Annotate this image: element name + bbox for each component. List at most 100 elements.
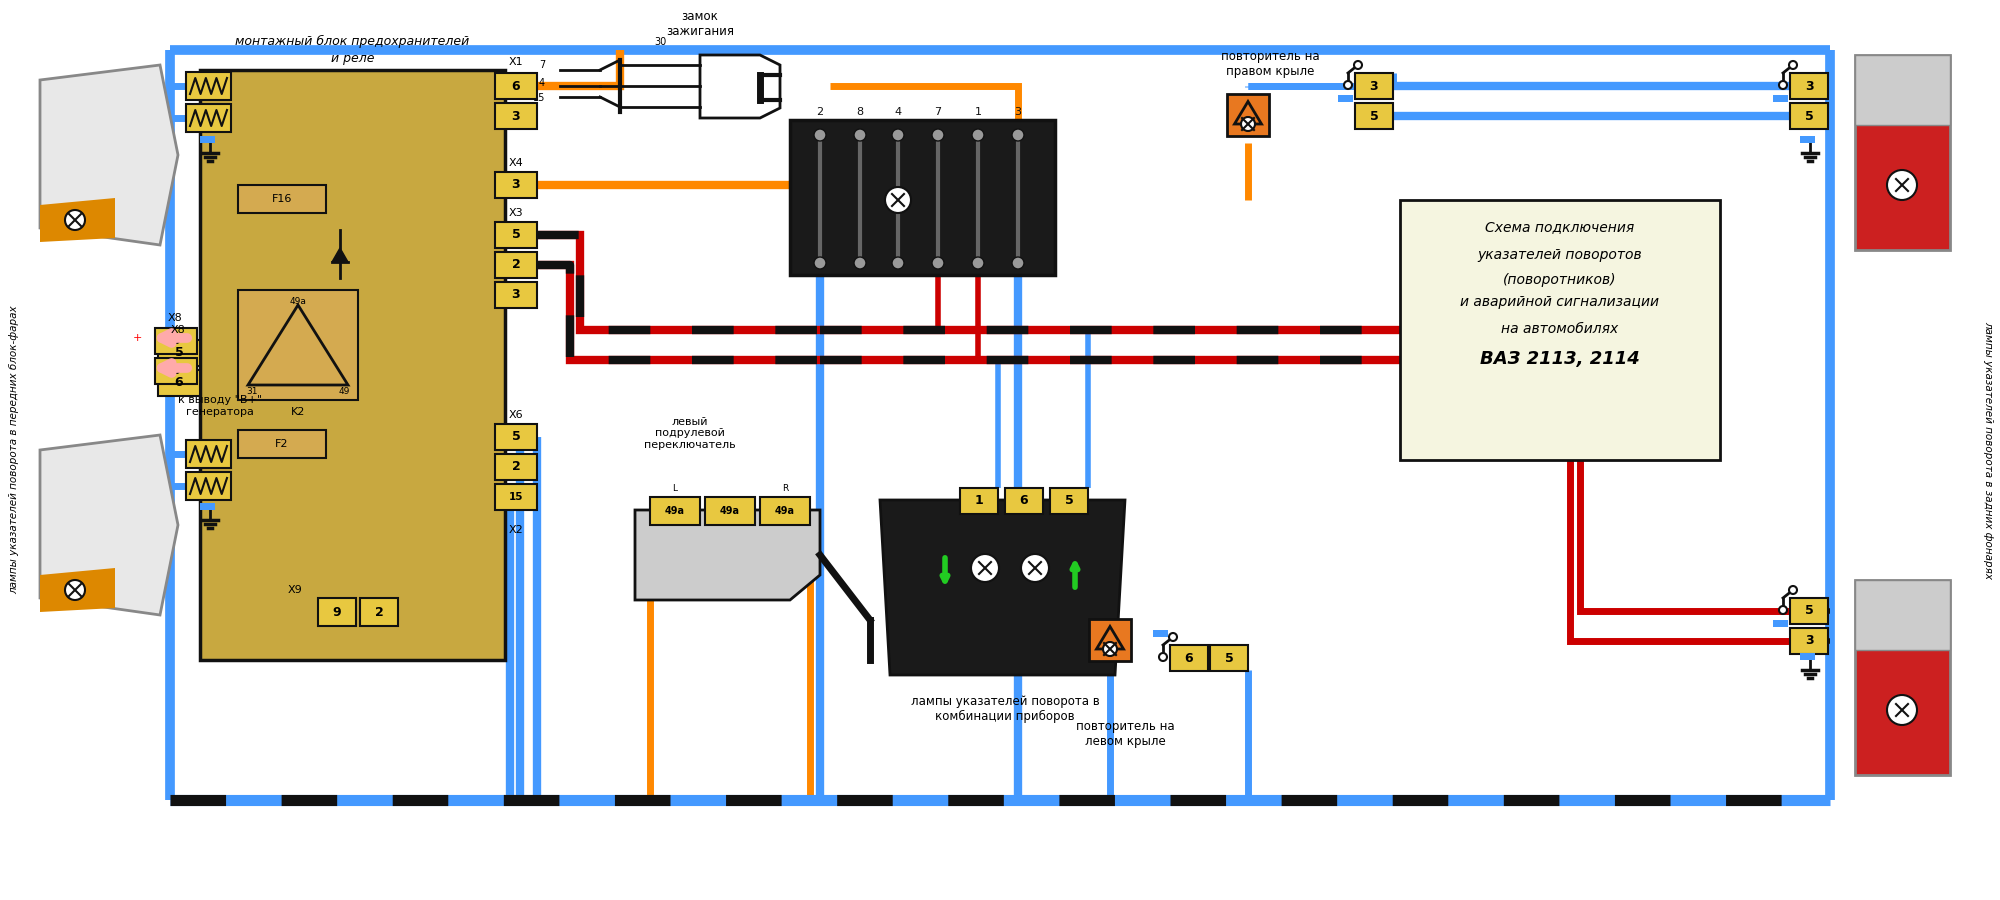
Circle shape bbox=[892, 257, 904, 269]
Circle shape bbox=[1104, 642, 1116, 656]
Bar bbox=[1790, 598, 1828, 624]
Bar bbox=[200, 503, 216, 510]
Circle shape bbox=[1888, 170, 1916, 200]
Text: X2: X2 bbox=[508, 525, 524, 535]
Bar bbox=[158, 370, 200, 396]
Bar bbox=[960, 488, 998, 514]
Bar bbox=[1774, 95, 1788, 102]
Text: 7: 7 bbox=[934, 107, 942, 117]
Bar bbox=[1170, 645, 1208, 671]
Bar bbox=[1152, 630, 1168, 637]
Text: 5: 5 bbox=[1224, 652, 1234, 664]
Text: Схема подключения: Схема подключения bbox=[1486, 220, 1634, 234]
Text: и аварийной сигнализации: и аварийной сигнализации bbox=[1460, 295, 1660, 309]
Bar bbox=[1006, 488, 1044, 514]
Bar bbox=[238, 290, 358, 400]
Bar bbox=[1856, 55, 1950, 125]
Bar bbox=[496, 73, 536, 99]
Text: (поворотников): (поворотников) bbox=[1504, 273, 1616, 287]
Text: 4: 4 bbox=[538, 78, 544, 88]
Circle shape bbox=[854, 257, 866, 269]
Circle shape bbox=[854, 129, 866, 141]
Text: 31: 31 bbox=[246, 388, 258, 397]
Bar bbox=[156, 328, 196, 354]
Circle shape bbox=[892, 129, 904, 141]
Bar bbox=[496, 484, 536, 510]
Bar bbox=[1088, 619, 1132, 661]
Text: +: + bbox=[132, 333, 142, 343]
Bar bbox=[200, 70, 504, 660]
Circle shape bbox=[1888, 695, 1916, 725]
Polygon shape bbox=[40, 568, 116, 612]
Text: 5: 5 bbox=[174, 346, 184, 359]
Bar bbox=[496, 252, 536, 278]
Circle shape bbox=[1022, 554, 1048, 582]
Bar bbox=[186, 104, 232, 132]
Circle shape bbox=[64, 580, 84, 600]
Text: 30: 30 bbox=[654, 37, 666, 47]
Circle shape bbox=[932, 257, 944, 269]
Bar bbox=[156, 358, 196, 384]
Circle shape bbox=[1344, 81, 1352, 89]
Circle shape bbox=[972, 554, 1000, 582]
Circle shape bbox=[972, 257, 984, 269]
Bar bbox=[496, 282, 536, 308]
Bar bbox=[790, 120, 1056, 275]
Bar bbox=[1210, 645, 1248, 671]
Bar bbox=[1800, 653, 1816, 660]
Bar bbox=[496, 222, 536, 248]
Text: 5: 5 bbox=[1804, 605, 1814, 617]
Circle shape bbox=[1354, 61, 1362, 69]
Bar bbox=[158, 340, 200, 366]
Bar bbox=[1856, 55, 1950, 250]
Text: и реле: и реле bbox=[330, 52, 374, 65]
Bar bbox=[238, 430, 326, 458]
Bar bbox=[1856, 580, 1950, 650]
Bar bbox=[1790, 73, 1828, 99]
Text: 2: 2 bbox=[816, 107, 824, 117]
Text: 3: 3 bbox=[1014, 107, 1022, 117]
Text: 5: 5 bbox=[1804, 110, 1814, 122]
Text: 3: 3 bbox=[1804, 79, 1814, 93]
Text: 1: 1 bbox=[974, 107, 982, 117]
Text: X8: X8 bbox=[170, 325, 186, 335]
Circle shape bbox=[814, 257, 826, 269]
Text: 2: 2 bbox=[374, 606, 384, 618]
Text: 3: 3 bbox=[512, 289, 520, 302]
Bar bbox=[1774, 620, 1788, 627]
Text: L: L bbox=[672, 484, 678, 493]
Bar bbox=[496, 454, 536, 480]
Bar bbox=[650, 497, 700, 525]
Polygon shape bbox=[40, 65, 178, 245]
Bar bbox=[186, 72, 232, 100]
Bar bbox=[760, 497, 810, 525]
Text: 49a: 49a bbox=[720, 506, 740, 516]
Bar bbox=[360, 598, 398, 626]
Text: 5: 5 bbox=[512, 430, 520, 444]
Text: 5: 5 bbox=[512, 229, 520, 241]
Circle shape bbox=[814, 129, 826, 141]
Bar bbox=[496, 103, 536, 129]
Text: 3: 3 bbox=[1370, 79, 1378, 93]
Text: 15: 15 bbox=[532, 93, 544, 103]
Text: 3: 3 bbox=[512, 178, 520, 192]
Text: 5: 5 bbox=[172, 335, 180, 347]
Circle shape bbox=[1780, 606, 1788, 614]
Text: 3: 3 bbox=[512, 110, 520, 122]
Text: 4: 4 bbox=[894, 107, 902, 117]
Circle shape bbox=[1240, 117, 1256, 131]
Bar bbox=[200, 136, 216, 143]
Text: R: R bbox=[782, 484, 788, 493]
Text: лампы указателей поворота в задних фонарях: лампы указателей поворота в задних фонар… bbox=[1984, 321, 1992, 579]
Text: 6: 6 bbox=[1184, 652, 1194, 664]
Text: X8: X8 bbox=[168, 313, 182, 323]
Circle shape bbox=[972, 129, 984, 141]
Text: 1: 1 bbox=[974, 494, 984, 508]
Text: F16: F16 bbox=[272, 194, 292, 204]
Bar bbox=[1338, 95, 1352, 102]
Circle shape bbox=[1012, 129, 1024, 141]
Bar bbox=[186, 440, 232, 468]
Bar bbox=[1050, 488, 1088, 514]
Bar bbox=[318, 598, 356, 626]
Text: 49a: 49a bbox=[290, 298, 306, 307]
